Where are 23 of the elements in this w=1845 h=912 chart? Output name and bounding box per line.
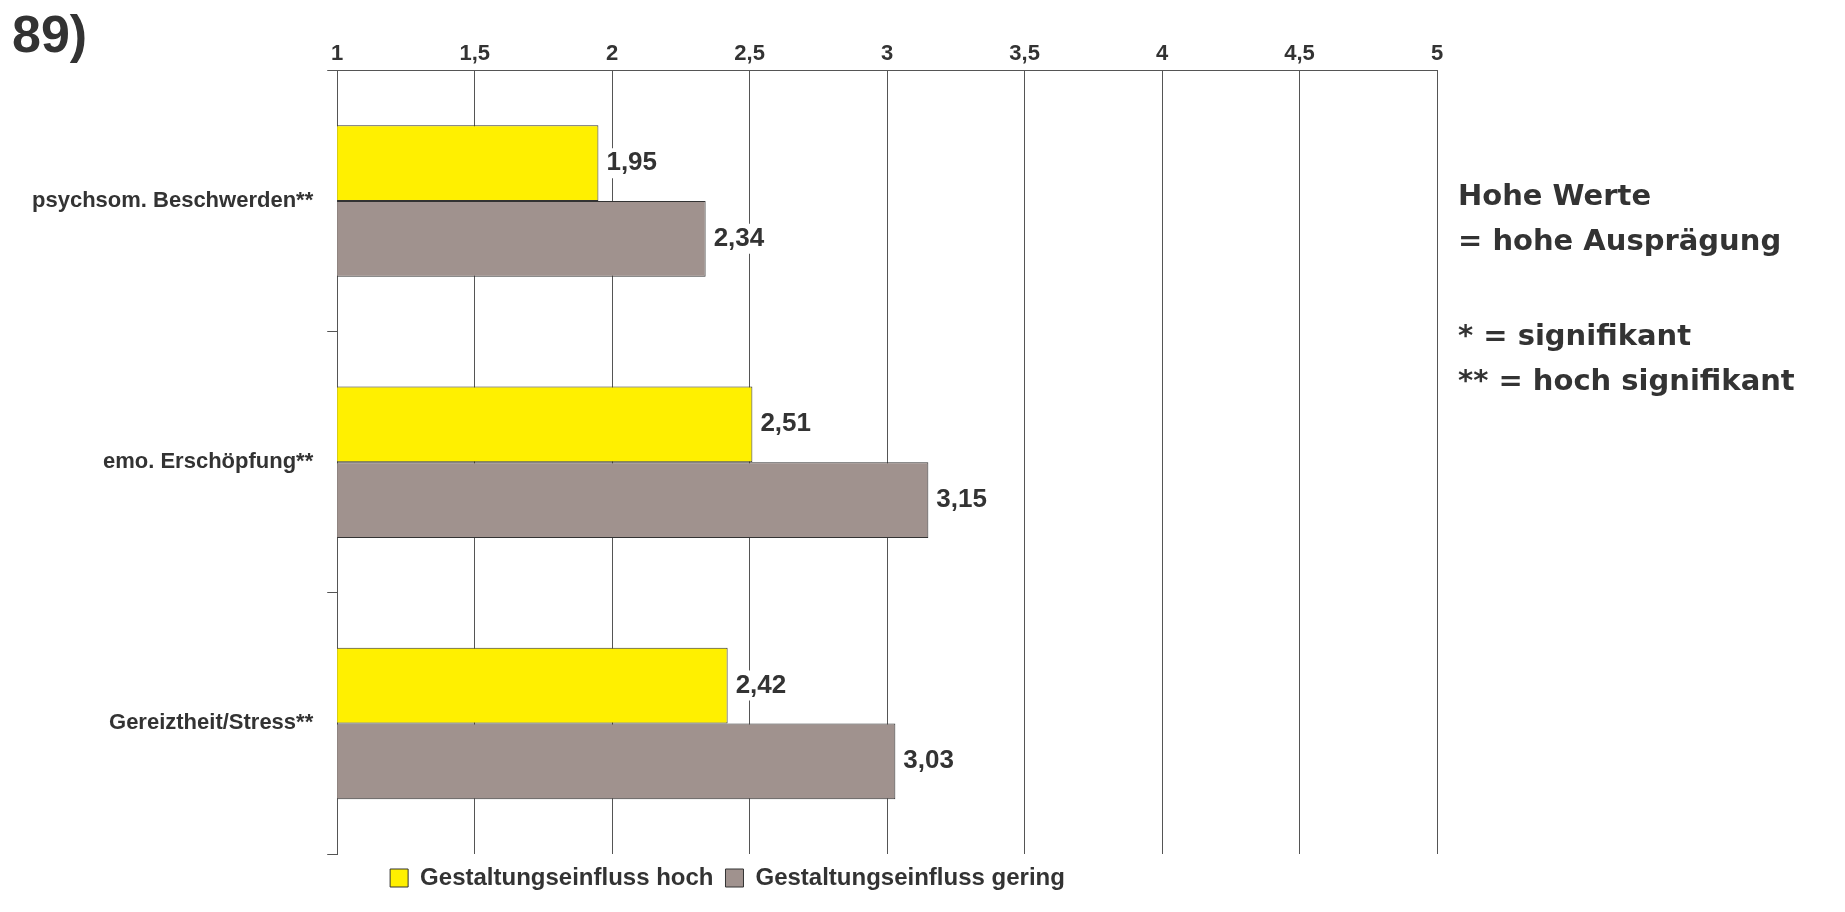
x-tick-label: 2,5	[734, 40, 765, 66]
x-tick-label: 3	[880, 40, 894, 66]
y-tick-label: emo. Erschöpfung**	[102, 448, 314, 474]
text: * = signifikant ** = hoch signifikant	[1458, 316, 1795, 399]
data-label: 1,95	[606, 146, 658, 177]
y-tick-label: psychsom. Beschwerden**	[31, 187, 314, 213]
x-tick-label: 1,5	[459, 40, 490, 66]
data-label: 3,15	[936, 483, 987, 514]
legend-label: Gestaltungseinfluss gering	[755, 862, 1065, 890]
data-label: 3,03	[903, 744, 954, 775]
text: Hohe Werte = hohe Ausprägung	[1458, 177, 1783, 259]
data-label: 2,34	[713, 222, 765, 253]
x-tick-label: 3,5	[1009, 40, 1040, 66]
y-tick-label: Gereiztheit/Stress**	[109, 709, 314, 735]
data-label: 2,51	[760, 407, 811, 438]
x-tick-label: 1	[331, 40, 344, 66]
x-tick-label: 4,5	[1284, 40, 1315, 66]
x-tick-label: 2	[606, 40, 619, 66]
x-tick-label: 5	[1430, 40, 1444, 66]
chart-title: 89)	[12, 5, 88, 64]
data-label: 2,42	[735, 668, 787, 699]
legend-label: Gestaltungseinfluss hoch	[420, 862, 714, 890]
x-tick-label: 4	[1155, 40, 1169, 66]
